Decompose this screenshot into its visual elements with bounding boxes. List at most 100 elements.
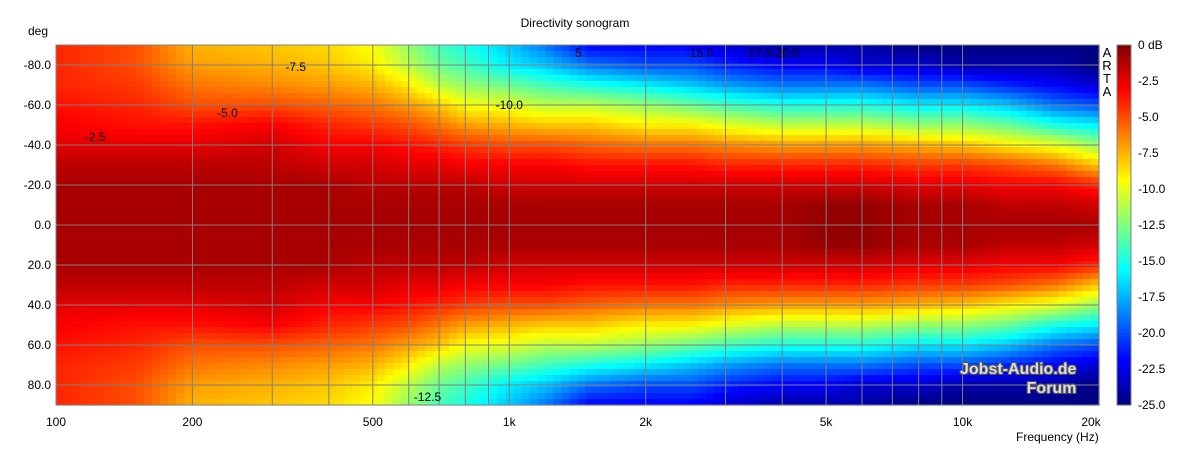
heatmap-cell [216,261,226,268]
heatmap-cell [601,279,611,286]
heatmap-cell [240,183,250,190]
heatmap-cell [56,207,65,214]
heatmap-cell [384,219,394,226]
heatmap-cell [304,387,314,394]
heatmap-cell [633,381,643,388]
heatmap-cell [296,183,306,190]
heatmap-cell [256,45,266,52]
heatmap-cell [513,51,522,58]
heatmap-cell [136,135,145,142]
heatmap-cell [216,129,226,136]
heatmap-cell [713,261,723,268]
heatmap-cell [649,255,659,262]
heatmap-cell [120,369,129,376]
heatmap-cell [400,111,410,118]
heatmap-cell [344,219,354,226]
heatmap-cell [400,285,410,292]
heatmap-cell [713,387,723,394]
heatmap-cell [529,357,538,364]
heatmap-cell [176,309,185,316]
heatmap-cell [112,177,121,184]
heatmap-cell [609,339,619,346]
heatmap-cell [152,327,161,334]
heatmap-cell [449,273,458,280]
heatmap-cell [200,189,210,196]
heatmap-cell [433,363,442,370]
heatmap-cell [264,351,274,358]
heatmap-cell [617,321,627,328]
heatmap-cell [384,201,394,208]
heatmap-cell [705,273,715,280]
heatmap-cell [400,261,410,268]
heatmap-cell [136,93,145,100]
heatmap-cell [441,309,450,316]
heatmap-cell [649,111,659,118]
heatmap-cell [521,93,530,100]
heatmap-cell [112,303,121,310]
heatmap-cell [376,369,386,376]
heatmap-cell [216,171,226,178]
heatmap-cell [433,141,442,148]
heatmap-cell [657,57,667,64]
heatmap-cell [248,69,258,76]
heatmap-cell [216,81,226,88]
heatmap-cell [529,393,538,400]
heatmap-cell [384,189,394,196]
heatmap-cell [601,315,611,322]
heatmap-cell [489,45,498,52]
heatmap-cell [601,81,611,88]
heatmap-cell [529,45,538,52]
heatmap-cell [681,165,691,172]
heatmap-cell [280,177,290,184]
heatmap-cell [441,375,450,382]
heatmap-cell [545,309,555,316]
heatmap-cell [384,273,394,280]
heatmap-cell [457,321,466,328]
heatmap-cell [609,213,619,220]
heatmap-cell [160,111,169,118]
heatmap-cell [400,81,410,88]
heatmap-cell [697,93,707,100]
heatmap-cell [392,333,402,340]
heatmap-cell [577,231,587,238]
heatmap-cell [176,141,185,148]
heatmap-cell [497,129,506,136]
heatmap-cell [705,291,715,298]
heatmap-cell [585,69,595,76]
heatmap-cell [104,183,113,190]
heatmap-cell [320,339,330,346]
heatmap-cell [433,93,442,100]
heatmap-cell [697,213,707,220]
heatmap-cell [240,99,250,106]
heatmap-cell [176,243,185,250]
heatmap-cell [384,303,394,310]
heatmap-cell [344,327,354,334]
heatmap-cell [344,339,354,346]
heatmap-cell [320,201,330,208]
heatmap-cell [713,213,723,220]
heatmap-cell [200,51,210,58]
heatmap-cell [384,111,394,118]
heatmap-cell [72,87,81,94]
heatmap-cell [280,165,290,172]
heatmap-cell [248,99,258,106]
heatmap-cell [673,237,683,244]
heatmap-cell [689,63,699,70]
heatmap-cell [64,183,73,190]
heatmap-cell [577,201,587,208]
heatmap-cell [585,345,595,352]
heatmap-cell [473,285,482,292]
heatmap-cell [288,219,298,226]
heatmap-cell [649,225,659,232]
heatmap-cell [617,315,627,322]
heatmap-cell [721,81,731,88]
heatmap-cell [481,243,490,250]
heatmap-cell [681,105,691,112]
heatmap-cell [553,261,563,268]
heatmap-cell [216,345,226,352]
heatmap-cell [296,231,306,238]
heatmap-cell [360,285,370,292]
heatmap-cell [200,141,210,148]
heatmap-cell [64,231,73,238]
